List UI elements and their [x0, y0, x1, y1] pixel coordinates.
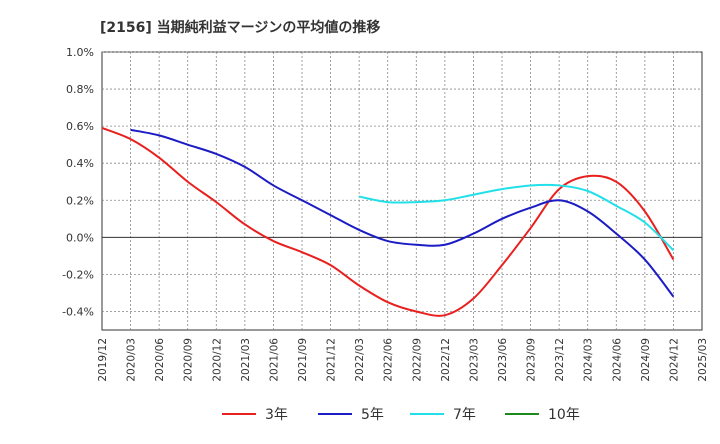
- series-3: [358, 183, 675, 252]
- x-axis: 2019/12 2020/03 2020/06 2020/09 2020/12 2021/…: [97, 338, 709, 382]
- x-tick-label: 2024/12: [668, 338, 680, 382]
- y-tick-label: 0.0%: [66, 231, 94, 244]
- series-1: [101, 127, 675, 317]
- x-tick-label: 2021/06: [268, 338, 280, 382]
- series-2: [130, 128, 675, 298]
- x-tick-label: 2022/09: [411, 338, 423, 382]
- plot-area: [101, 51, 703, 331]
- y-tick-label: -0.4%: [62, 305, 94, 318]
- x-tick-label: 2021/12: [326, 338, 338, 382]
- x-tick-label: 2023/09: [526, 338, 538, 382]
- x-tick-label: 2022/12: [440, 338, 452, 382]
- x-tick-label: 2025/03: [697, 338, 709, 382]
- y-tick-label: 0.6%: [66, 120, 94, 133]
- grid-lines: [102, 51, 702, 330]
- series-line: [358, 183, 675, 252]
- chart-title: [2156] 当期純利益マージンの平均値の推移: [100, 19, 380, 36]
- x-tick-label: 2023/03: [468, 338, 480, 382]
- x-tick-label: 2020/12: [211, 338, 223, 382]
- series-lines: [101, 127, 675, 317]
- x-tick-label: 2021/03: [240, 338, 252, 382]
- x-tick-label: 2024/09: [640, 338, 652, 382]
- x-tick-label: 2022/06: [383, 338, 395, 382]
- x-tick-label: 2022/03: [354, 338, 366, 382]
- y-axis: 1.0% 0.8% 0.6% 0.4% 0.2% 0.0% -0.2% -0.4%: [62, 46, 94, 318]
- x-tick-label: 2024/03: [583, 338, 595, 382]
- legend-label: 7年: [453, 407, 476, 423]
- series-line: [101, 127, 675, 317]
- legend-label: 5年: [361, 407, 384, 423]
- y-tick-label: 0.4%: [66, 157, 94, 170]
- plot-frame: [101, 51, 703, 331]
- series-line: [130, 128, 675, 298]
- x-tick-label: 2023/06: [497, 338, 509, 382]
- x-tick-label: 2023/12: [554, 338, 566, 382]
- legend-label: 10年: [548, 407, 580, 423]
- y-tick-label: -0.2%: [62, 268, 94, 281]
- x-tick-label: 2020/06: [154, 338, 166, 382]
- y-tick-label: 0.8%: [66, 83, 94, 96]
- y-tick-label: 1.0%: [66, 46, 94, 59]
- y-tick-label: 0.2%: [66, 194, 94, 207]
- x-tick-label: 2024/06: [611, 338, 623, 382]
- legend-label: 3年: [265, 407, 288, 423]
- x-tick-label: 2019/12: [97, 338, 109, 382]
- x-tick-label: 2021/09: [297, 338, 309, 382]
- legend: 3年 5年 7年 10年: [222, 407, 580, 423]
- x-tick-label: 2020/03: [126, 338, 138, 382]
- x-tick-label: 2020/09: [183, 338, 195, 382]
